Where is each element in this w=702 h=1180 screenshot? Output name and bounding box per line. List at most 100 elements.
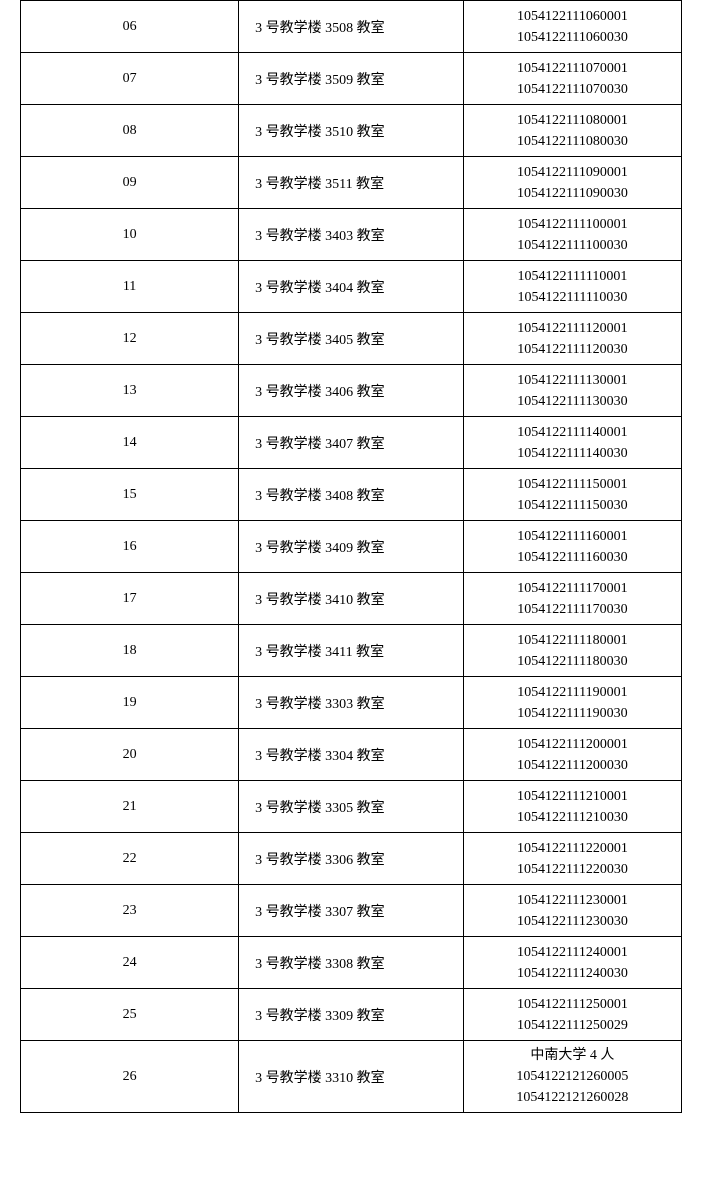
- table-row: 163 号教学楼 3409 教室105412211116000110541221…: [21, 521, 682, 573]
- room-cell: 3 号教学楼 3403 教室: [239, 209, 464, 261]
- code-line: 1054122111220030: [472, 859, 673, 880]
- row-number-cell: 25: [21, 989, 239, 1041]
- code-line: 1054122111110030: [472, 287, 673, 308]
- codes-cell: 10541221112400011054122111240030: [463, 937, 681, 989]
- table-row: 133 号教学楼 3406 教室105412211113000110541221…: [21, 365, 682, 417]
- table-row: 213 号教学楼 3305 教室105412211121000110541221…: [21, 781, 682, 833]
- code-line: 1054122111140030: [472, 443, 673, 464]
- room-cell: 3 号教学楼 3310 教室: [239, 1041, 464, 1113]
- code-line: 1054122111160030: [472, 547, 673, 568]
- exam-room-table-container: 063 号教学楼 3508 教室105412211106000110541221…: [0, 0, 702, 1153]
- code-line: 1054122111250029: [472, 1015, 673, 1036]
- room-cell: 3 号教学楼 3511 教室: [239, 157, 464, 209]
- code-line: 1054122111230030: [472, 911, 673, 932]
- room-cell: 3 号教学楼 3304 教室: [239, 729, 464, 781]
- codes-cell: 中南大学 4 人10541221212600051054122121260028: [463, 1041, 681, 1113]
- code-line: 1054122111120030: [472, 339, 673, 360]
- row-number-cell: 16: [21, 521, 239, 573]
- code-line: 1054122111180001: [472, 630, 673, 651]
- table-body: 063 号教学楼 3508 教室105412211106000110541221…: [21, 1, 682, 1113]
- table-row: 193 号教学楼 3303 教室 105412211119000110541221…: [21, 677, 682, 729]
- code-line: 1054122111080030: [472, 131, 673, 152]
- code-line: 1054122111170030: [472, 599, 673, 620]
- room-cell: 3 号教学楼 3510 教室: [239, 105, 464, 157]
- table-row: 173 号教学楼 3410 教室105412211117000110541221…: [21, 573, 682, 625]
- code-line: 1054122111090001: [472, 162, 673, 183]
- code-line: 1054122111130030: [472, 391, 673, 412]
- codes-cell: 10541221111600011054122111160030: [463, 521, 681, 573]
- row-number-cell: 26: [21, 1041, 239, 1113]
- code-line: 1054122111110001: [472, 266, 673, 287]
- code-line: 1054122111140001: [472, 422, 673, 443]
- row-number-cell: 08: [21, 105, 239, 157]
- room-cell: 3 号教学楼 3303 教室: [239, 677, 464, 729]
- codes-cell: 10541221111000011054122111100030: [463, 209, 681, 261]
- codes-cell: 10541221112200011054122111220030: [463, 833, 681, 885]
- table-row: 223 号教学楼 3306 教室105412211122000110541221…: [21, 833, 682, 885]
- row-number-cell: 21: [21, 781, 239, 833]
- room-cell: 3 号教学楼 3408 教室: [239, 469, 464, 521]
- codes-cell: 10541221110700011054122111070030: [463, 53, 681, 105]
- table-row: 123 号教学楼 3405 教室105412211112000110541221…: [21, 313, 682, 365]
- codes-cell: 10541221111700011054122111170030: [463, 573, 681, 625]
- table-row: 183 号教学楼 3411 教室105412211118000110541221…: [21, 625, 682, 677]
- room-cell: 3 号教学楼 3508 教室: [239, 1, 464, 53]
- code-line: 1054122111190030: [472, 703, 673, 724]
- code-line: 1054122111060001: [472, 6, 673, 27]
- code-line: 1054122121260005: [472, 1066, 673, 1087]
- code-line: 1054122111220001: [472, 838, 673, 859]
- room-cell: 3 号教学楼 3305 教室: [239, 781, 464, 833]
- table-row: 153 号教学楼 3408 教室105412211115000110541221…: [21, 469, 682, 521]
- exam-room-table: 063 号教学楼 3508 教室105412211106000110541221…: [20, 0, 682, 1113]
- code-line: 1054122111150030: [472, 495, 673, 516]
- code-line: 1054122111190001: [472, 682, 673, 703]
- room-cell: 3 号教学楼 3509 教室: [239, 53, 464, 105]
- room-cell: 3 号教学楼 3411 教室: [239, 625, 464, 677]
- room-cell: 3 号教学楼 3308 教室: [239, 937, 464, 989]
- room-cell: 3 号教学楼 3406 教室: [239, 365, 464, 417]
- codes-cell: 10541221111200011054122111120030: [463, 313, 681, 365]
- table-row: 253 号教学楼 3309 教室105412211125000110541221…: [21, 989, 682, 1041]
- codes-cell: 10541221111300011054122111130030: [463, 365, 681, 417]
- code-line: 1054122111250001: [472, 994, 673, 1015]
- table-row: 073 号教学楼 3509 教室105412211107000110541221…: [21, 53, 682, 105]
- table-row: 263 号教学楼 3310 教室中南大学 4 人1054122121260005…: [21, 1041, 682, 1113]
- codes-cell: 10541221112500011054122111250029: [463, 989, 681, 1041]
- codes-cell: 10541221111500011054122111150030: [463, 469, 681, 521]
- codes-cell: 10541221110800011054122111080030: [463, 105, 681, 157]
- code-line: 1054122111150001: [472, 474, 673, 495]
- code-line: 1054122111080001: [472, 110, 673, 131]
- code-line: 1054122111160001: [472, 526, 673, 547]
- row-number-cell: 23: [21, 885, 239, 937]
- code-line: 1054122111090030: [472, 183, 673, 204]
- room-cell: 3 号教学楼 3306 教室: [239, 833, 464, 885]
- row-number-cell: 20: [21, 729, 239, 781]
- table-row: 103 号教学楼 3403 教室105412211110000110541221…: [21, 209, 682, 261]
- table-row: 063 号教学楼 3508 教室 105412211106000110541221…: [21, 1, 682, 53]
- table-row: 113 号教学楼 3404 教室105412211111000110541221…: [21, 261, 682, 313]
- row-number-cell: 07: [21, 53, 239, 105]
- table-row: 093 号教学楼 3511 教室105412211109000110541221…: [21, 157, 682, 209]
- row-number-cell: 17: [21, 573, 239, 625]
- code-line: 1054122111130001: [472, 370, 673, 391]
- code-line: 1054122111200030: [472, 755, 673, 776]
- code-line: 1054122111210030: [472, 807, 673, 828]
- room-cell: 3 号教学楼 3309 教室: [239, 989, 464, 1041]
- code-line: 1054122111230001: [472, 890, 673, 911]
- row-number-cell: 19: [21, 677, 239, 729]
- codes-cell: 10541221112000011054122111200030: [463, 729, 681, 781]
- row-number-cell: 15: [21, 469, 239, 521]
- table-row: 203 号教学楼 3304 教室105412211120000110541221…: [21, 729, 682, 781]
- row-number-cell: 06: [21, 1, 239, 53]
- codes-cell: 10541221111100011054122111110030: [463, 261, 681, 313]
- code-line: 1054122111100030: [472, 235, 673, 256]
- code-line: 1054122111240001: [472, 942, 673, 963]
- code-line: 1054122111210001: [472, 786, 673, 807]
- code-line: 1054122111060030: [472, 27, 673, 48]
- codes-cell: 10541221112100011054122111210030: [463, 781, 681, 833]
- row-number-cell: 14: [21, 417, 239, 469]
- table-row: 083 号教学楼 3510 教室105412211108000110541221…: [21, 105, 682, 157]
- row-number-cell: 22: [21, 833, 239, 885]
- codes-cell: 10541221112300011054122111230030: [463, 885, 681, 937]
- code-line: 1054122111100001: [472, 214, 673, 235]
